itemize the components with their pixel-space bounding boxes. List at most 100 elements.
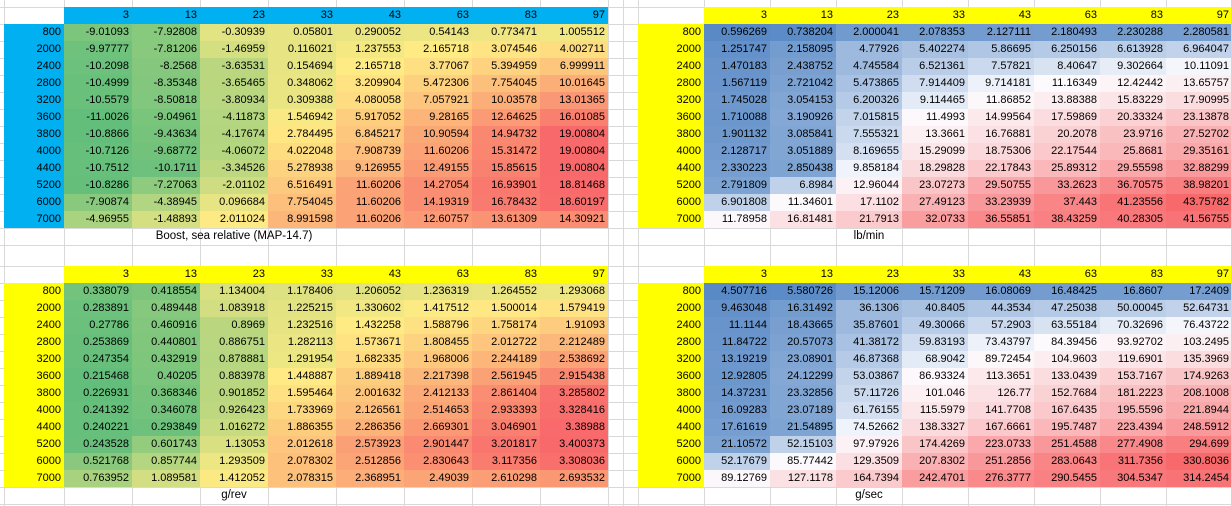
data-cell[interactable]: 0.338079 — [64, 283, 132, 300]
data-cell[interactable]: 6.200326 — [836, 92, 902, 109]
data-cell[interactable]: 311.7356 — [1100, 453, 1166, 470]
data-cell[interactable]: 9.858184 — [836, 160, 902, 177]
table-caption-boost[interactable]: Boost, sea relative (MAP-14.7) — [155, 230, 313, 242]
data-cell[interactable]: 10.01645 — [540, 75, 608, 92]
data-cell[interactable]: 0.096684 — [200, 194, 268, 211]
data-cell[interactable]: 0.773471 — [472, 24, 540, 41]
data-cell[interactable]: 0.521768 — [64, 453, 132, 470]
data-cell[interactable]: 207.8302 — [902, 453, 968, 470]
data-cell[interactable]: 1.745028 — [704, 92, 770, 109]
row-header-cell[interactable]: 3600 — [638, 109, 704, 126]
row-header-cell[interactable]: 800 — [638, 24, 704, 41]
data-cell[interactable]: 2.610298 — [472, 470, 540, 487]
data-cell[interactable]: -7.27063 — [132, 177, 200, 194]
row-header-cell[interactable]: 6000 — [638, 453, 704, 470]
data-cell[interactable]: 2.915438 — [540, 368, 608, 385]
data-cell[interactable]: 85.77442 — [770, 453, 836, 470]
data-cell[interactable]: 2.000041 — [836, 24, 902, 41]
row-header-cell[interactable]: 3600 — [4, 109, 64, 126]
data-cell[interactable]: 6.964047 — [1166, 41, 1231, 58]
data-cell[interactable]: 1.546942 — [268, 109, 336, 126]
data-cell[interactable]: 9.126955 — [336, 160, 404, 177]
data-cell[interactable]: 3.085841 — [770, 126, 836, 143]
data-cell[interactable]: 3.209904 — [336, 75, 404, 92]
data-cell[interactable]: 13.01365 — [540, 92, 608, 109]
data-cell[interactable]: 84.39456 — [1034, 334, 1100, 351]
data-cell[interactable]: 14.27054 — [404, 177, 472, 194]
data-cell[interactable]: 29.50755 — [968, 177, 1034, 194]
data-cell[interactable]: 0.926423 — [200, 402, 268, 419]
data-cell[interactable]: 113.3651 — [968, 368, 1034, 385]
data-cell[interactable]: 16.48425 — [1034, 283, 1100, 300]
data-cell[interactable]: 2.512856 — [336, 453, 404, 470]
data-cell[interactable]: 3.074546 — [472, 41, 540, 58]
data-cell[interactable]: 5.394959 — [472, 58, 540, 75]
col-header-cell[interactable]: 23 — [200, 266, 268, 283]
data-cell[interactable]: 59.83193 — [902, 334, 968, 351]
data-cell[interactable]: -3.34526 — [200, 160, 268, 177]
data-cell[interactable]: 24.12299 — [770, 368, 836, 385]
data-cell[interactable]: 37.443 — [1034, 194, 1100, 211]
data-cell[interactable]: 23.07189 — [770, 402, 836, 419]
col-header-cell[interactable]: 33 — [902, 7, 968, 24]
data-cell[interactable]: 0.596269 — [704, 24, 770, 41]
row-header-cell[interactable]: 4000 — [4, 402, 64, 419]
data-cell[interactable]: -10.1711 — [132, 160, 200, 177]
data-cell[interactable]: 7.754045 — [472, 75, 540, 92]
data-cell[interactable]: 76.43722 — [1166, 317, 1231, 334]
data-cell[interactable]: 2.217398 — [404, 368, 472, 385]
data-cell[interactable]: 283.0643 — [1034, 453, 1100, 470]
data-cell[interactable]: 9.114465 — [902, 92, 968, 109]
data-cell[interactable]: 1.733969 — [268, 402, 336, 419]
data-cell[interactable]: 68.9042 — [902, 351, 968, 368]
data-cell[interactable]: 57.2903 — [968, 317, 1034, 334]
data-cell[interactable]: -10.5579 — [64, 92, 132, 109]
data-cell[interactable]: 3.054153 — [770, 92, 836, 109]
data-cell[interactable]: 25.89312 — [1034, 160, 1100, 177]
row-header-cell[interactable]: 2000 — [638, 41, 704, 58]
data-cell[interactable]: 6.613928 — [1100, 41, 1166, 58]
data-cell[interactable]: 89.12769 — [704, 470, 770, 487]
data-cell[interactable]: 70.32696 — [1100, 317, 1166, 334]
col-header-cell[interactable]: 63 — [404, 7, 472, 24]
data-cell[interactable]: 3.400373 — [540, 436, 608, 453]
row-header-cell[interactable]: 3600 — [638, 368, 704, 385]
data-cell[interactable]: 13.61309 — [472, 211, 540, 228]
data-cell[interactable]: 16.8607 — [1100, 283, 1166, 300]
data-cell[interactable]: 133.0439 — [1034, 368, 1100, 385]
data-cell[interactable]: 0.763952 — [64, 470, 132, 487]
data-cell[interactable]: -9.43634 — [132, 126, 200, 143]
data-cell[interactable]: -10.4999 — [64, 75, 132, 92]
data-cell[interactable]: 2.127111 — [968, 24, 1034, 41]
data-cell[interactable]: -9.68772 — [132, 143, 200, 160]
data-cell[interactable]: 12.42442 — [1100, 75, 1166, 92]
data-cell[interactable]: 0.901852 — [200, 385, 268, 402]
data-cell[interactable]: 0.432919 — [132, 351, 200, 368]
data-cell[interactable]: 0.309388 — [268, 92, 336, 109]
data-cell[interactable]: 127.1178 — [770, 470, 836, 487]
data-cell[interactable]: -10.7512 — [64, 160, 132, 177]
data-cell[interactable]: 17.2409 — [1166, 283, 1231, 300]
data-cell[interactable]: -8.50818 — [132, 92, 200, 109]
data-cell[interactable]: 1.134004 — [200, 283, 268, 300]
row-header-cell[interactable]: 4400 — [638, 160, 704, 177]
row-header-cell[interactable]: 3800 — [4, 385, 64, 402]
data-cell[interactable]: 0.40205 — [132, 368, 200, 385]
col-header-cell[interactable]: 97 — [540, 7, 608, 24]
data-cell[interactable]: -9.97777 — [64, 41, 132, 58]
col-header-cell[interactable]: 97 — [1166, 7, 1231, 24]
data-cell[interactable]: 2.128717 — [704, 143, 770, 160]
col-header-cell[interactable]: 97 — [540, 266, 608, 283]
data-cell[interactable]: 0.857744 — [132, 453, 200, 470]
col-header-cell[interactable]: 83 — [472, 266, 540, 283]
data-cell[interactable]: 47.25038 — [1034, 300, 1100, 317]
data-cell[interactable]: 3.38988 — [540, 419, 608, 436]
data-cell[interactable]: 12.96044 — [836, 177, 902, 194]
data-cell[interactable]: 2.538692 — [540, 351, 608, 368]
col-header-cell[interactable]: 43 — [336, 7, 404, 24]
data-cell[interactable]: 0.8969 — [200, 317, 268, 334]
data-cell[interactable]: 1.291954 — [268, 351, 336, 368]
data-cell[interactable]: 33.23939 — [968, 194, 1034, 211]
data-cell[interactable]: -1.48893 — [132, 211, 200, 228]
data-cell[interactable]: 15.29099 — [902, 143, 968, 160]
